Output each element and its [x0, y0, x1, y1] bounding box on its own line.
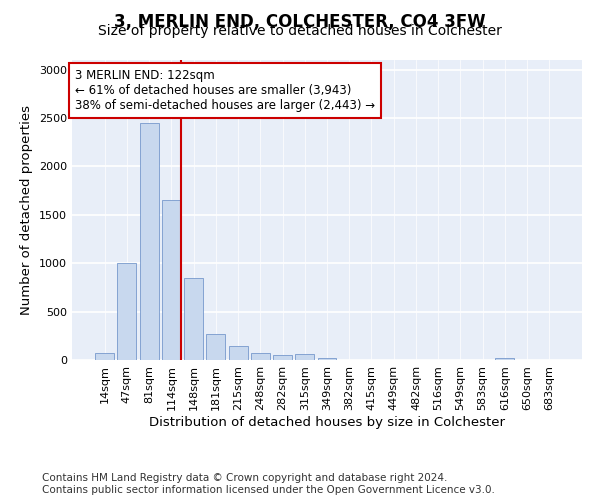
Bar — [229, 346, 248, 360]
Text: Size of property relative to detached houses in Colchester: Size of property relative to detached ho… — [98, 24, 502, 38]
Text: Contains HM Land Registry data © Crown copyright and database right 2024.
Contai: Contains HM Land Registry data © Crown c… — [42, 474, 495, 495]
X-axis label: Distribution of detached houses by size in Colchester: Distribution of detached houses by size … — [149, 416, 505, 428]
Text: 3, MERLIN END, COLCHESTER, CO4 3FW: 3, MERLIN END, COLCHESTER, CO4 3FW — [114, 12, 486, 30]
Bar — [140, 123, 158, 360]
Bar — [184, 278, 203, 360]
Bar — [206, 334, 225, 360]
Bar — [496, 358, 514, 360]
Y-axis label: Number of detached properties: Number of detached properties — [20, 105, 34, 315]
Bar — [251, 352, 270, 360]
Bar — [317, 358, 337, 360]
Text: 3 MERLIN END: 122sqm
← 61% of detached houses are smaller (3,943)
38% of semi-de: 3 MERLIN END: 122sqm ← 61% of detached h… — [74, 69, 374, 112]
Bar — [118, 263, 136, 360]
Bar — [95, 352, 114, 360]
Bar — [273, 354, 292, 360]
Bar — [295, 354, 314, 360]
Bar — [162, 200, 181, 360]
